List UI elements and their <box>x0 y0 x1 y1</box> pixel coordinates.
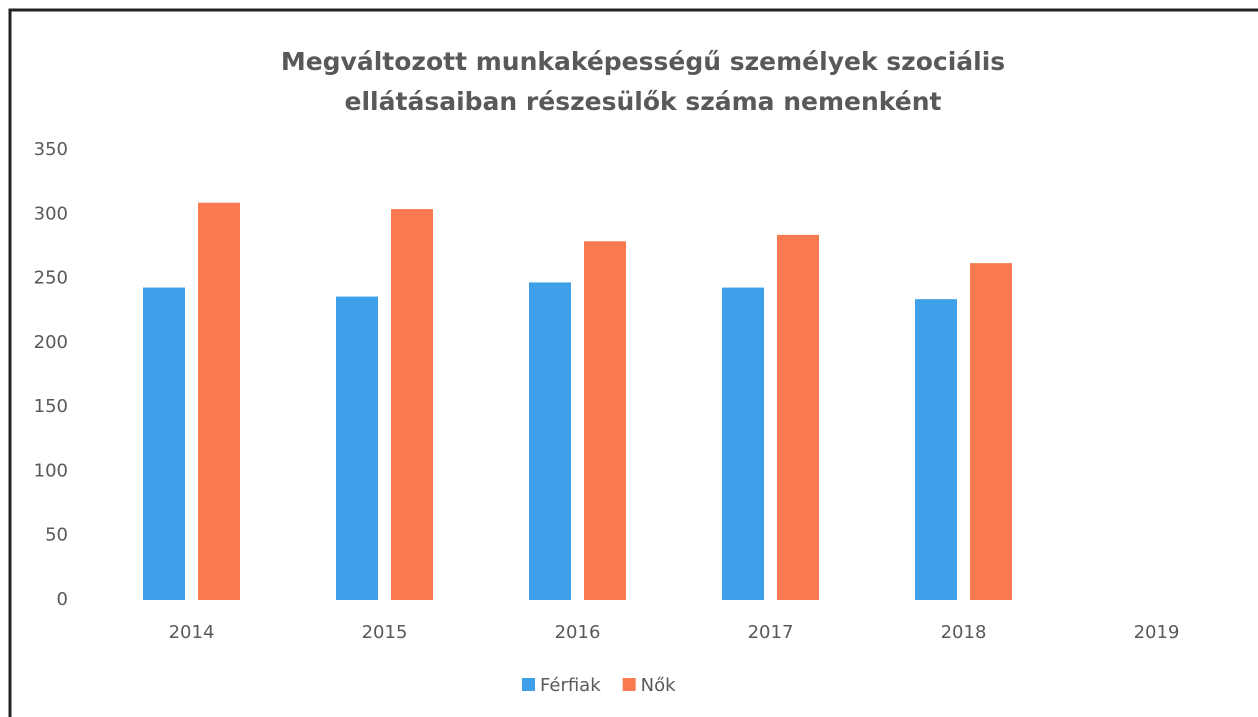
legend-swatch <box>522 678 535 691</box>
bar <box>584 241 626 601</box>
y-tick-label: 200 <box>34 332 68 353</box>
bar <box>143 287 185 600</box>
y-tick-label: 350 <box>34 139 68 160</box>
bar <box>336 296 378 600</box>
y-tick-label: 50 <box>45 525 68 546</box>
x-tick-label: 2016 <box>555 622 601 643</box>
x-tick-label: 2018 <box>941 622 987 643</box>
y-tick-label: 150 <box>34 396 68 417</box>
legend-label: Nők <box>641 675 676 696</box>
x-tick-label: 2019 <box>1134 622 1180 643</box>
x-tick-label: 2014 <box>169 622 215 643</box>
bar <box>915 299 957 600</box>
y-tick-label: 250 <box>34 268 68 289</box>
chart-title: Megváltozott munkaképességű személyek sz… <box>280 47 1006 116</box>
x-tick-label: 2015 <box>362 622 408 643</box>
bar <box>391 209 433 600</box>
bar <box>198 202 240 600</box>
bar <box>777 234 819 600</box>
legend-swatch <box>622 678 636 691</box>
frame <box>8 8 1258 717</box>
y-tick-label: 300 <box>34 203 68 224</box>
legend-label: Férfiak <box>540 675 601 696</box>
y-tick-label: 0 <box>57 589 68 610</box>
bar <box>722 287 764 600</box>
bar <box>529 282 571 600</box>
y-tick-label: 100 <box>34 460 68 481</box>
x-tick-label: 2017 <box>748 622 794 643</box>
bar <box>970 263 1012 600</box>
